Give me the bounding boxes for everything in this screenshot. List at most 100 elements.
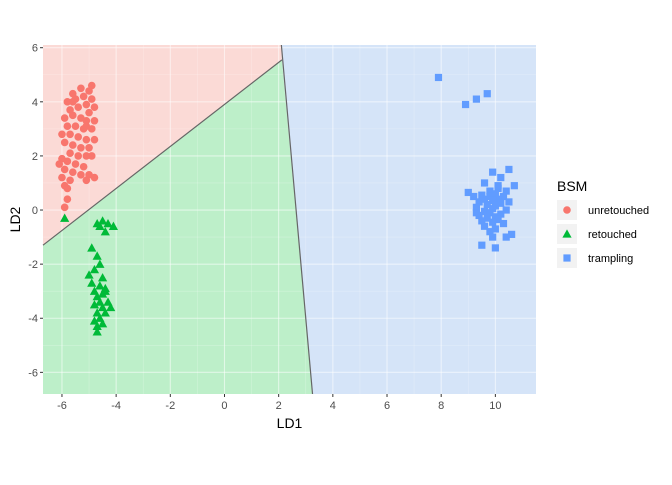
retouched-point — [92, 327, 102, 336]
retouched-point — [100, 286, 110, 295]
unretouched-point — [74, 152, 83, 160]
unretouched-point — [66, 130, 74, 139]
unretouched-point — [71, 122, 80, 130]
unretouched-point — [85, 144, 93, 152]
unretouched-point — [82, 135, 91, 144]
trampling-point — [505, 165, 513, 174]
trampling-point — [489, 233, 497, 241]
legend-label-trampling: trampling — [588, 253, 633, 265]
unretouched-point — [68, 98, 77, 106]
trampling-point — [472, 209, 481, 217]
trampling-point — [497, 199, 505, 207]
unretouched-point — [90, 173, 99, 182]
legend-label-unretouched: unretouched — [588, 205, 649, 217]
x-tick-label: -4 — [111, 400, 121, 412]
y-tick-label: 0 — [32, 205, 38, 217]
retouched-point — [87, 243, 97, 252]
unretouched-point — [58, 130, 66, 139]
trampling-point — [497, 173, 505, 182]
unretouched-point — [74, 103, 83, 112]
x-tick-label: 10 — [489, 400, 501, 412]
trampling-point — [489, 218, 497, 226]
trampling-point — [486, 187, 494, 195]
unretouched-point — [85, 87, 93, 95]
unretouched-point — [60, 138, 69, 147]
retouched-point — [106, 302, 116, 312]
trampling-point — [483, 201, 491, 209]
trampling-point — [480, 222, 489, 230]
trampling-point — [502, 187, 510, 195]
trampling-point — [494, 182, 502, 190]
trampling-point — [505, 198, 513, 206]
trampling-point — [464, 188, 472, 197]
legend-key-trampling — [563, 254, 571, 262]
retouched-point — [60, 213, 70, 222]
unretouched-point — [66, 149, 74, 158]
legend: BSM unretouched retouched trampling — [557, 178, 649, 268]
trampling-point — [491, 225, 499, 233]
series-trampling — [434, 73, 518, 252]
retouched-point — [108, 221, 119, 230]
unretouched-point — [79, 162, 88, 171]
trampling-point — [494, 195, 502, 203]
x-axis-ticks: -6 -4 -2 0 2 4 6 8 10 — [57, 394, 501, 412]
x-tick-label: 6 — [384, 400, 390, 412]
unretouched-point — [82, 122, 91, 130]
retouched-point — [103, 218, 113, 228]
unretouched-point — [74, 133, 83, 141]
legend-key-unretouched — [563, 206, 571, 214]
retouched-point — [95, 281, 105, 290]
unretouched-point — [58, 173, 66, 182]
unretouched-point — [82, 176, 91, 185]
trampling-point — [478, 217, 486, 225]
x-tick-label: 0 — [221, 400, 227, 412]
unretouched-point — [63, 195, 72, 204]
unretouched-point — [77, 144, 85, 152]
retouched-point — [87, 278, 97, 287]
region-unretouched — [43, 45, 282, 246]
unretouched-point — [82, 152, 91, 160]
y-tick-label: -4 — [28, 313, 38, 325]
legend-item-trampling: trampling — [557, 248, 633, 268]
unretouched-point — [60, 114, 69, 122]
legend-items: unretouched retouched trampling — [557, 200, 649, 268]
decision-boundaries — [42, 44, 314, 395]
trampling-point — [483, 214, 491, 222]
trampling-point — [434, 73, 443, 82]
trampling-point — [486, 228, 494, 236]
unretouched-point — [77, 171, 85, 179]
unretouched-point — [63, 122, 72, 130]
trampling-point — [472, 95, 481, 103]
retouched-point — [97, 273, 108, 282]
x-axis-title: LD1 — [277, 415, 303, 431]
x-tick-label: 8 — [438, 400, 444, 412]
unretouched-point — [90, 103, 99, 112]
trampling-point — [499, 219, 508, 228]
legend-label-retouched: retouched — [588, 229, 637, 241]
unretouched-point — [55, 160, 64, 168]
x-tick-label: 4 — [330, 400, 336, 412]
legend-key-retouched — [562, 229, 572, 238]
data-points — [55, 73, 518, 336]
trampling-point — [475, 198, 483, 206]
trampling-point — [486, 209, 494, 217]
unretouched-point — [68, 141, 77, 149]
plot-panel — [42, 44, 536, 395]
retouched-point — [84, 270, 94, 279]
trampling-point — [489, 196, 497, 205]
x-tick-label: -6 — [57, 400, 67, 412]
retouched-point — [95, 221, 105, 230]
trampling-point — [499, 192, 508, 201]
retouched-point — [97, 319, 108, 328]
y-tick-label: -6 — [28, 367, 38, 379]
y-tick-label: 4 — [32, 97, 38, 109]
retouched-point — [89, 264, 100, 274]
unretouched-point — [87, 152, 96, 160]
x-tick-label: 2 — [276, 400, 282, 412]
trampling-point — [510, 182, 518, 190]
trampling-point — [491, 190, 499, 198]
trampling-point — [483, 90, 491, 98]
unretouched-point — [77, 84, 85, 93]
unretouched-point — [71, 160, 80, 168]
series-retouched — [60, 213, 119, 336]
